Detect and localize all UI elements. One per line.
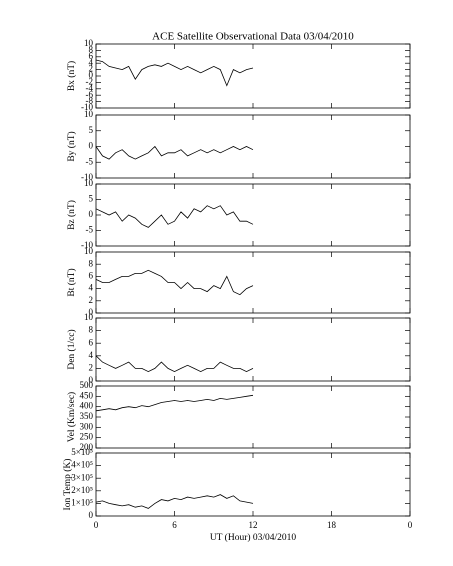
- y-axis-label: Bx (nT): [66, 61, 77, 91]
- y-tick-label: 0: [89, 510, 94, 520]
- y-tick-label: 8: [89, 258, 94, 268]
- y-tick-label: 0: [89, 70, 94, 80]
- y-axis-label: Den (1/cc): [66, 329, 77, 369]
- y-tick-label: 10: [84, 246, 94, 256]
- x-axis-label: UT (Hour) 03/04/2010: [210, 532, 297, 543]
- y-tick-label: -4: [86, 83, 94, 93]
- panel-frame: [95, 114, 411, 179]
- y-tick-label: 8: [89, 44, 94, 54]
- x-tick-label: 0: [94, 520, 99, 530]
- y-tick-label: 0: [89, 141, 94, 151]
- y-tick-label: 250: [80, 432, 94, 442]
- y-tick-label: -10: [81, 102, 93, 112]
- y-tick-label: 350: [80, 411, 94, 421]
- y-tick-label: 6: [89, 51, 94, 61]
- y-tick-label: -10: [81, 172, 93, 182]
- y-tick-label: 10: [84, 312, 94, 322]
- y-axis-label: Vel (Km/sec): [66, 392, 77, 442]
- y-tick-label: 2: [89, 64, 94, 74]
- y-tick-label: 5: [89, 194, 94, 204]
- y-tick-label: 4: [89, 57, 94, 67]
- y-tick-label: -8: [86, 96, 94, 106]
- y-tick-label: 4: [89, 350, 94, 360]
- y-tick-label: 2×10⁵: [71, 485, 93, 495]
- y-tick-label: 5×10⁵: [71, 447, 93, 457]
- chart-title: ACE Satellite Observational Data 03/04/2…: [152, 31, 354, 43]
- panel-frame: [95, 183, 411, 247]
- y-tick-label: 2: [89, 295, 94, 305]
- y-tick-label: 8: [89, 325, 94, 335]
- y-tick-label: 3×10⁵: [71, 472, 93, 482]
- data-line: [95, 494, 254, 509]
- x-tick-label: 18: [327, 520, 337, 530]
- y-tick-label: 4×10⁵: [71, 460, 93, 470]
- panel-frame: [95, 251, 411, 314]
- y-tick-label: 300: [80, 421, 94, 431]
- y-tick-label: 6: [89, 270, 94, 280]
- y-tick-label: -2: [86, 76, 94, 86]
- data-line: [95, 394, 254, 412]
- y-tick-label: 2: [89, 362, 94, 372]
- y-tick-label: -6: [86, 89, 94, 99]
- y-axis-label: Ion Temp (K): [62, 459, 73, 511]
- data-line: [95, 59, 254, 87]
- panel-frame: [95, 317, 411, 382]
- y-tick-label: 10: [84, 109, 94, 119]
- y-tick-label: 6: [89, 337, 94, 347]
- data-line: [95, 145, 254, 160]
- y-tick-label: 5: [89, 125, 94, 135]
- x-tick-label: 0: [408, 520, 413, 530]
- y-tick-label: 400: [80, 401, 94, 411]
- y-tick-label: 500: [80, 380, 94, 390]
- y-tick-label: 0: [89, 209, 94, 219]
- data-line: [95, 205, 254, 228]
- y-axis-label: By (nT): [66, 131, 77, 161]
- x-tick-label: 6: [172, 520, 177, 530]
- y-tick-label: 10: [84, 178, 94, 188]
- y-tick-label: 450: [80, 390, 94, 400]
- x-tick-label: 12: [249, 520, 258, 530]
- y-tick-label: 0: [89, 375, 94, 385]
- data-line: [95, 269, 254, 296]
- y-axis-label: Bt (nT): [66, 268, 77, 296]
- y-tick-label: -5: [86, 156, 94, 166]
- y-tick-label: -10: [81, 240, 93, 250]
- y-tick-label: -5: [86, 225, 94, 235]
- y-tick-label: 10: [84, 38, 94, 48]
- data-line: [95, 355, 254, 373]
- y-tick-label: 0: [89, 307, 94, 317]
- y-tick-label: 200: [80, 442, 94, 452]
- y-tick-label: 1×10⁵: [71, 497, 93, 507]
- y-axis-label: Bz (nT): [66, 200, 77, 230]
- y-tick-label: 4: [89, 283, 94, 293]
- panel-frame: [95, 43, 411, 109]
